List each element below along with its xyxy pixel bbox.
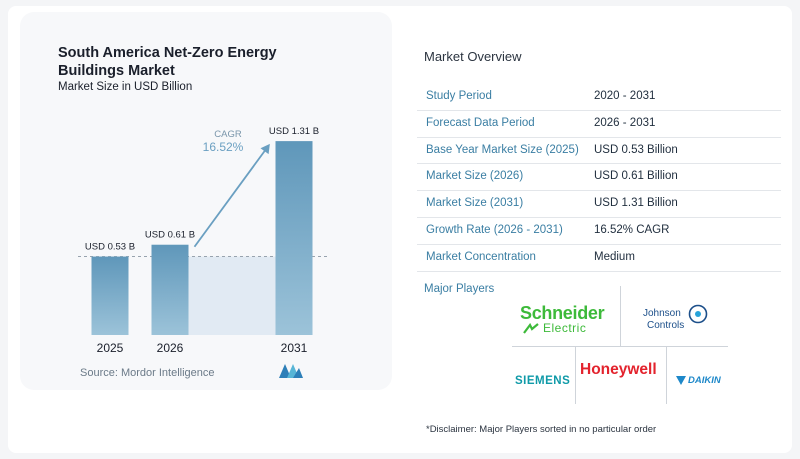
x-tick-label: 2026 — [157, 341, 184, 355]
players-title: Major Players — [424, 283, 495, 295]
x-tick-label: 2025 — [97, 341, 124, 355]
siemens-logo: SIEMENS — [515, 375, 571, 387]
players-divider — [512, 346, 728, 347]
bar-value-label: USD 1.31 B — [269, 126, 319, 137]
schneider-logo: Schneider — [520, 303, 605, 323]
bar-value-label: USD 0.61 B — [145, 230, 195, 241]
row-value: USD 1.31 Billion — [594, 197, 678, 210]
players-divider — [620, 286, 621, 346]
source-label: Source: Mordor Intelligence — [80, 367, 215, 379]
bar-2026 — [151, 244, 189, 335]
bar-value-label: USD 0.53 B — [85, 242, 135, 253]
row-label: Market Size (2026) — [426, 170, 524, 183]
johnson-logo-line1: Johnson — [643, 308, 681, 319]
daikin-mark-icon — [676, 376, 686, 385]
cagr-label: CAGR — [214, 129, 242, 140]
overview-row: Market Size (2026) USD 0.61 Billion — [417, 164, 781, 192]
row-label: Study Period — [426, 90, 492, 102]
disclaimer: *Disclaimer: Major Players sorted in no … — [426, 424, 657, 435]
johnson-logo-line2: Controls — [647, 320, 685, 331]
overview-row: Growth Rate (2026 - 2031) 16.52% CAGR — [417, 218, 781, 245]
cagr-arrow — [193, 146, 269, 248]
overview-row: Base Year Market Size (2025) USD 0.53 Bil… — [417, 138, 781, 165]
row-value: 16.52% CAGR — [594, 223, 670, 236]
bar-chart: USD 0.53 B 2025 USD 0.61 B 2026 USD 1.31 B 20… — [78, 126, 330, 355]
bar-2025 — [91, 256, 129, 335]
row-value: USD 0.61 Billion — [594, 170, 678, 183]
row-value: 2020 - 2031 — [594, 90, 656, 102]
schneider-logo-sub: Electric — [543, 321, 587, 335]
row-label: Growth Rate (2026 - 2031) — [426, 223, 563, 236]
overview-row: Study Period 2020 - 2031 — [417, 84, 781, 111]
row-value: Medium — [594, 250, 635, 263]
x-tick-label: 2031 — [281, 341, 308, 355]
overview-row: Market Size (2031) USD 1.31 Billion — [417, 191, 781, 218]
overview-table: Study Period 2020 - 2031 Forecast Data Pe… — [417, 84, 781, 272]
row-label: Market Concentration — [426, 250, 536, 263]
mordor-logo-icon — [279, 364, 303, 378]
overview-row: Market Concentration Medium — [417, 245, 781, 272]
bar-2031 — [275, 141, 313, 335]
row-value: USD 0.53 Billion — [594, 143, 678, 156]
daikin-logo: DAIKIN — [688, 375, 721, 386]
row-label: Forecast Data Period — [426, 116, 535, 129]
overview-title: Market Overview — [424, 49, 522, 64]
row-label: Base Year Market Size (2025) — [426, 143, 579, 156]
honeywell-logo: Honeywell — [580, 361, 657, 378]
players-divider — [666, 346, 667, 404]
schneider-mark-icon — [523, 323, 539, 334]
row-label: Market Size (2031) — [426, 197, 524, 210]
chart-title: South America Net-Zero Energy Buildings … — [58, 45, 277, 79]
cagr-arrowhead — [260, 143, 270, 155]
cagr-value: 16.52% — [203, 140, 244, 154]
johnson-mark-icon — [688, 304, 708, 324]
chart-subtitle: Market Size in USD Billion — [58, 81, 193, 93]
growth-shade — [188, 256, 276, 335]
overview-row: Forecast Data Period 2026 - 2031 — [417, 111, 781, 138]
row-value: 2026 - 2031 — [594, 116, 656, 129]
players-divider — [575, 346, 576, 404]
